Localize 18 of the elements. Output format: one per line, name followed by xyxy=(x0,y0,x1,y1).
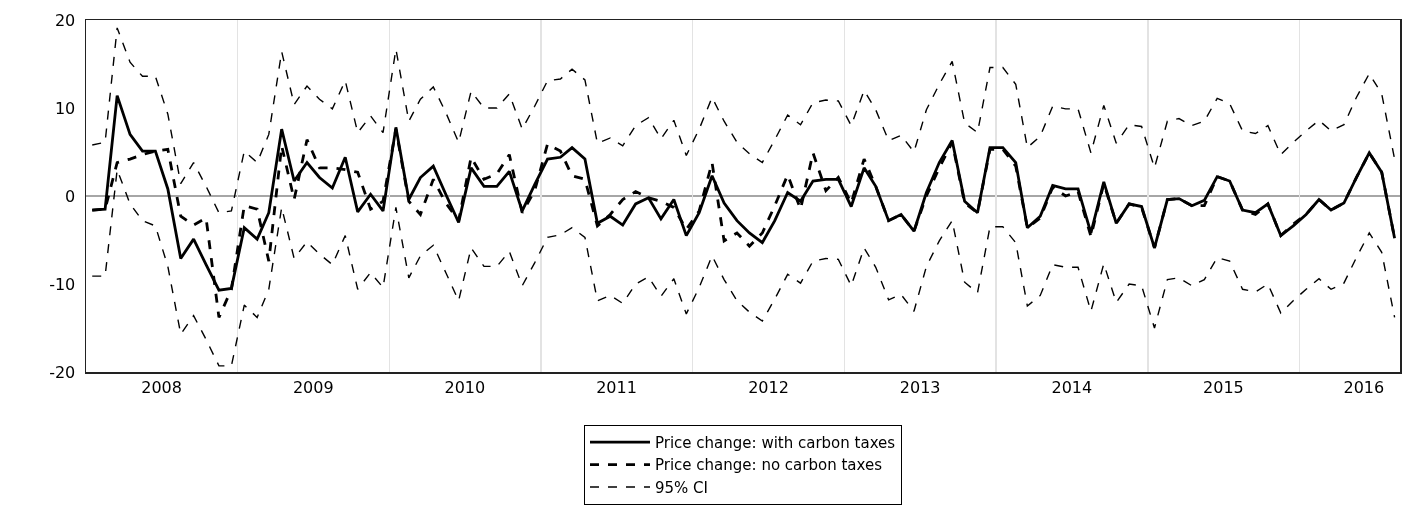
x-tick-label: 2011 xyxy=(596,377,637,397)
x-tick-label: 2014 xyxy=(1051,377,1093,397)
x-tick-label: 2009 xyxy=(292,377,334,397)
y-tick-label: -20 xyxy=(49,362,76,382)
legend-label: Price change: with carbon taxes xyxy=(655,433,896,452)
x-tick-label: 2010 xyxy=(444,377,486,397)
x-tick-label: 2015 xyxy=(1203,377,1244,397)
x-tick-label: 2008 xyxy=(141,377,182,397)
x-tick-label: 2016 xyxy=(1343,377,1385,397)
legend-label: Price change: no carbon taxes xyxy=(655,456,883,475)
y-tick-label: 0 xyxy=(65,186,76,206)
y-tick-label: 20 xyxy=(54,10,76,30)
x-tick-label: 2012 xyxy=(748,377,789,397)
x-tick-label: 2013 xyxy=(899,377,941,397)
y-tick-label: -10 xyxy=(49,274,76,294)
legend-label: 95% CI xyxy=(655,478,709,497)
y-tick-label: 10 xyxy=(54,98,76,118)
line-series xyxy=(91,27,1396,214)
